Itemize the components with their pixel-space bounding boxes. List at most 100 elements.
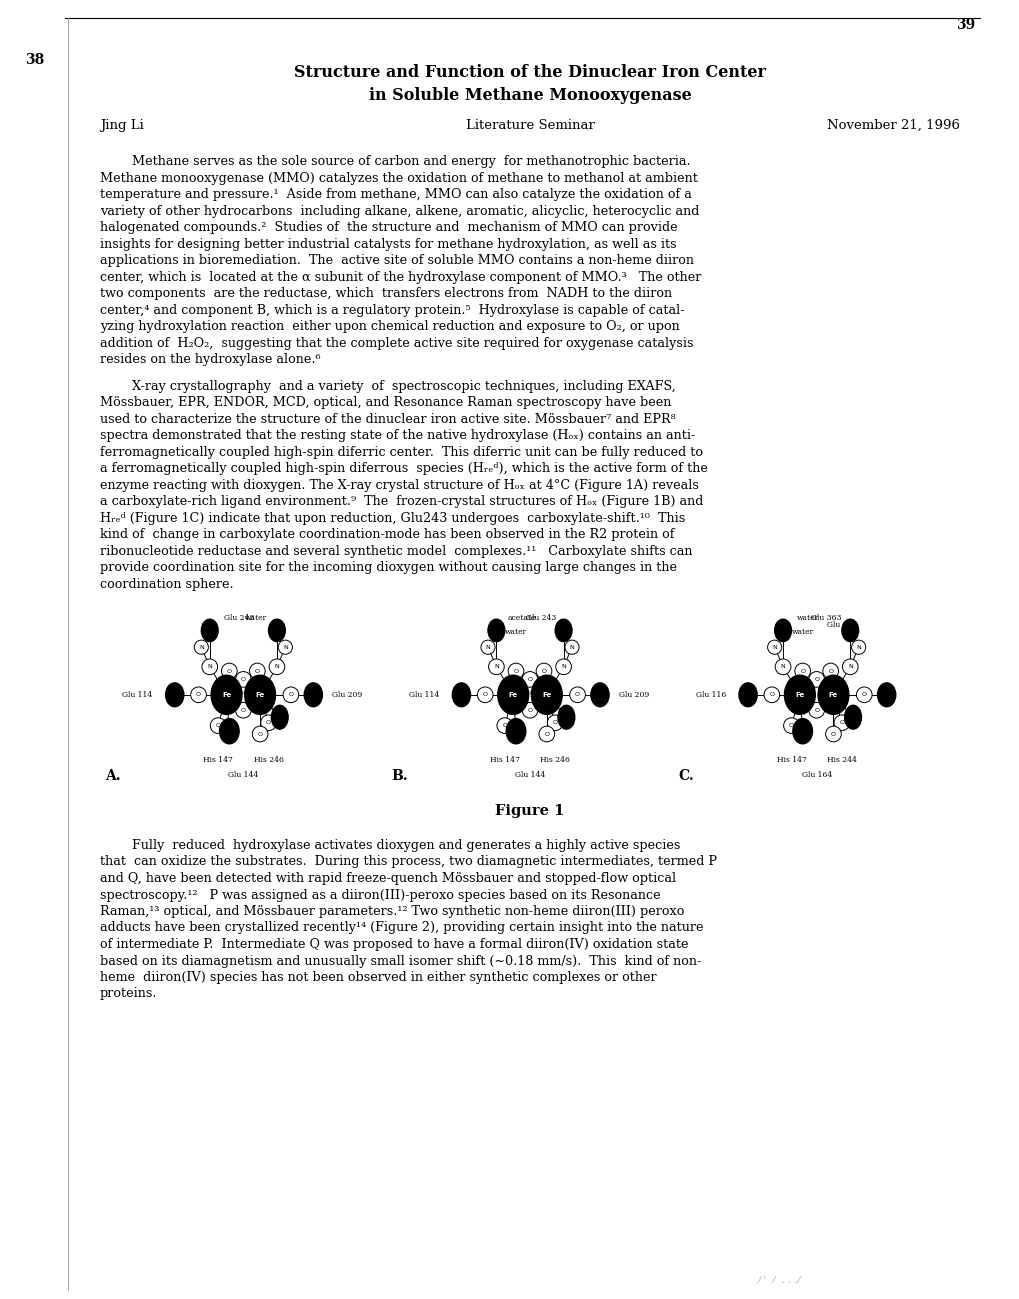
Text: Glu 209: Glu 209 (619, 691, 649, 699)
Circle shape (488, 659, 503, 674)
Ellipse shape (271, 705, 287, 729)
Text: N: N (274, 664, 279, 669)
Text: O: O (839, 721, 844, 725)
Text: Methane serves as the sole source of carbon and energy  for methanotrophic bacte: Methane serves as the sole source of car… (100, 155, 690, 168)
Text: N: N (569, 644, 574, 650)
Text: O: O (288, 692, 293, 698)
Text: Glu 116: Glu 116 (695, 691, 726, 699)
Circle shape (538, 726, 554, 742)
Text: water: water (797, 614, 818, 622)
Text: O: O (482, 692, 487, 698)
Ellipse shape (531, 675, 561, 714)
Text: O: O (830, 731, 836, 737)
Text: N: N (856, 644, 860, 650)
Ellipse shape (876, 683, 895, 707)
Text: heme  diiron(IV) species has not been observed in either synthetic complexes or : heme diiron(IV) species has not been obs… (100, 970, 656, 985)
Ellipse shape (487, 620, 504, 642)
Circle shape (507, 664, 524, 679)
Text: N: N (560, 664, 566, 669)
Circle shape (851, 640, 865, 655)
Circle shape (477, 687, 492, 703)
Text: O: O (813, 708, 818, 713)
Circle shape (822, 664, 838, 679)
Ellipse shape (792, 718, 812, 744)
Text: yzing hydroxylation reaction  either upon chemical reduction and exposure to O₂,: yzing hydroxylation reaction either upon… (100, 320, 679, 333)
Text: Glu 209: Glu 209 (826, 621, 856, 629)
Text: November 21, 1996: November 21, 1996 (826, 118, 959, 131)
Text: Structure and Function of the Dinuclear Iron Center: Structure and Function of the Dinuclear … (293, 64, 765, 81)
Text: O: O (861, 692, 866, 698)
Text: O: O (552, 721, 557, 725)
Circle shape (481, 640, 494, 655)
Text: Fe: Fe (828, 692, 838, 698)
Text: N: N (199, 644, 204, 650)
Ellipse shape (201, 620, 218, 642)
Text: Hᵣₑᵈ (Figure 1C) indicate that upon reduction, Glu243 undergoes  carboxylate-shi: Hᵣₑᵈ (Figure 1C) indicate that upon redu… (100, 512, 685, 525)
Circle shape (522, 703, 537, 718)
Ellipse shape (304, 683, 322, 707)
Text: coordination sphere.: coordination sphere. (100, 578, 233, 591)
Text: Glu 144: Glu 144 (515, 772, 544, 779)
Text: ferromagnetically coupled high-spin diferric center.  This diferric unit can be : ferromagnetically coupled high-spin dife… (100, 446, 702, 459)
Text: spectroscopy.¹²   P was assigned as a diiron(III)-peroxo species based on its Re: spectroscopy.¹² P was assigned as a diir… (100, 889, 660, 902)
Circle shape (555, 659, 571, 674)
Circle shape (283, 687, 299, 703)
Text: B.: B. (391, 769, 408, 783)
Circle shape (547, 714, 562, 730)
Text: O: O (827, 669, 833, 673)
Ellipse shape (245, 675, 275, 714)
Circle shape (278, 640, 292, 655)
Circle shape (191, 687, 206, 703)
Circle shape (834, 714, 849, 730)
Circle shape (235, 703, 251, 718)
Ellipse shape (451, 683, 470, 707)
Circle shape (261, 714, 276, 730)
Text: water: water (791, 627, 813, 637)
Circle shape (536, 664, 551, 679)
Text: / '  /  . . ./: / ' / . . ./ (757, 1276, 801, 1285)
Ellipse shape (219, 718, 238, 744)
Text: and Q, have been detected with rapid freeze-quench Mössbauer and stopped-flow op: and Q, have been detected with rapid fre… (100, 872, 676, 885)
Circle shape (794, 664, 810, 679)
Text: acetate: acetate (506, 614, 535, 622)
Circle shape (774, 659, 790, 674)
Text: His 147: His 147 (489, 756, 520, 764)
Text: His 147: His 147 (203, 756, 233, 764)
Text: a ferromagnetically coupled high-spin diferrous  species (Hᵣₑᵈ), which is the ac: a ferromagnetically coupled high-spin di… (100, 462, 707, 475)
Text: O: O (501, 724, 506, 729)
Text: O: O (541, 669, 546, 673)
Text: O: O (527, 677, 532, 682)
Text: N: N (207, 664, 212, 669)
Text: water: water (245, 614, 267, 622)
Text: O: O (527, 708, 532, 713)
Text: kind of  change in carboxylate coordination-mode has been observed in the R2 pro: kind of change in carboxylate coordinati… (100, 527, 674, 540)
Text: Fe: Fe (542, 692, 551, 698)
Text: a carboxylate-rich ligand environment.⁹  The  frozen-crystal structures of Hₒₓ (: a carboxylate-rich ligand environment.⁹ … (100, 495, 703, 508)
Text: Figure 1: Figure 1 (495, 804, 565, 818)
Text: O: O (258, 731, 262, 737)
Circle shape (856, 687, 871, 703)
Ellipse shape (505, 718, 525, 744)
Text: center, which is  located at the α subunit of the hydroxylase component of MMO.³: center, which is located at the α subuni… (100, 270, 701, 283)
Text: O: O (575, 692, 580, 698)
Ellipse shape (497, 675, 528, 714)
Text: N: N (780, 664, 785, 669)
Ellipse shape (738, 683, 756, 707)
Text: Glu 209: Glu 209 (332, 691, 362, 699)
Text: Raman,¹³ optical, and Mössbauer parameters.¹² Two synthetic non-heme diiron(III): Raman,¹³ optical, and Mössbauer paramete… (100, 905, 684, 918)
Ellipse shape (841, 620, 858, 642)
Text: of intermediate P.  Intermediate Q was proposed to have a formal diiron(IV) oxid: of intermediate P. Intermediate Q was pr… (100, 938, 688, 951)
Text: hydroxide: hydroxide (229, 690, 257, 695)
Text: water: water (504, 627, 527, 637)
Text: Mössbauer, EPR, ENDOR, MCD, optical, and Resonance Raman spectroscopy have been: Mössbauer, EPR, ENDOR, MCD, optical, and… (100, 396, 671, 409)
Text: N: N (485, 644, 490, 650)
Circle shape (194, 640, 208, 655)
Text: Jing Li: Jing Li (100, 118, 144, 131)
Circle shape (767, 640, 781, 655)
Text: two components  are the reductase, which  transfers electrons from  NADH to the : two components are the reductase, which … (100, 287, 672, 300)
Circle shape (522, 672, 537, 687)
Text: O: O (226, 669, 231, 673)
Text: in Soluble Methane Monooxygenase: in Soluble Methane Monooxygenase (368, 87, 691, 104)
Ellipse shape (557, 705, 575, 729)
Text: O: O (240, 677, 246, 682)
